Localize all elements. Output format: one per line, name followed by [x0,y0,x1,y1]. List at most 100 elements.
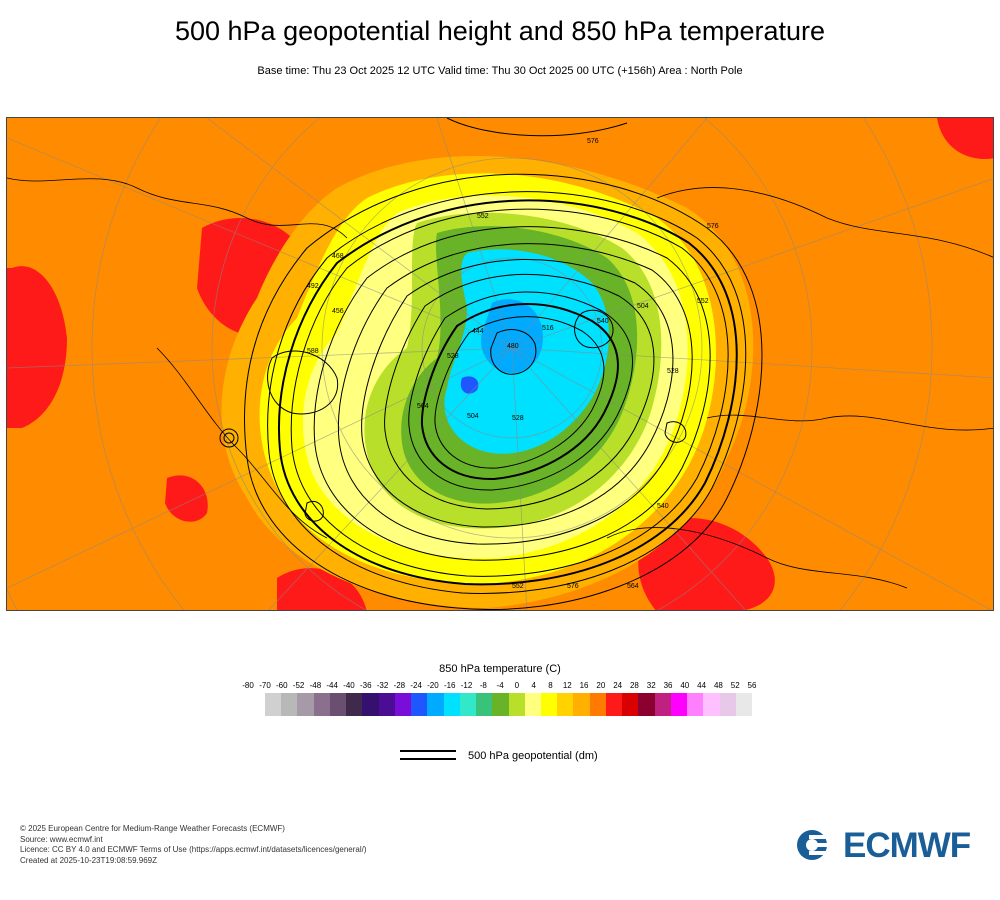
coldest-spot [460,376,479,394]
legend-tick-label: -32 [376,681,389,690]
contour-label: 528 [447,353,459,360]
legend-tick-label: -20 [427,681,439,690]
contour-label: 552 [477,213,489,220]
coldest-core [481,299,543,373]
legend-tick-label: 24 [613,681,623,690]
legend-swatch [476,693,493,716]
legend-swatch [508,693,525,716]
legend-tick-label: 12 [562,681,572,690]
ecmwf-logo-icon [797,830,839,860]
legend-tick-label: 44 [697,681,707,690]
coastlines [7,177,993,589]
contour-label: 468 [332,253,344,260]
forecast-map: 576 552 528 504 480 516 540 564 588 492 468 456 444 5… [6,117,994,611]
chart-title: 500 hPa geopotential height and 850 hPa … [174,16,825,46]
legend-tick-label: -28 [393,681,406,690]
chart-subtitle: Base time: Thu 23 Oct 2025 12 UTC Valid … [257,65,743,77]
created-line: Created at 2025-10-23T19:08:59.969Z [20,855,157,865]
legend-tick-label: 56 [747,681,757,690]
graticule [7,118,993,610]
legend-tick-label: -8 [479,681,487,690]
legend-swatch [719,693,736,716]
legend-swatch [492,693,509,716]
hot-region-farwest [7,266,67,428]
legend-swatch [735,693,753,716]
legend-swatch [443,693,460,716]
geopotential-legend-label: 500 hPa geopotential (dm) [468,750,598,762]
geopotential-line-sample [400,750,456,766]
legend-swatch [605,693,623,716]
legend-tick-label: 32 [646,681,656,690]
legend-tick-label: -40 [343,681,355,690]
contour-label: 528 [667,368,679,375]
legend-tick-label: -36 [359,681,372,690]
legend-swatch [638,693,655,716]
contour-label: 540 [597,318,609,325]
legend-swatch [557,693,574,716]
contour-label: 540 [657,503,669,510]
hot-region-northeast [937,118,993,159]
legend-tick-label: 36 [663,681,673,690]
copyright-line: © 2025 European Centre for Medium-Range … [20,824,285,833]
legend-tick-label: 16 [579,681,589,690]
legend-tick-label: 40 [680,681,690,690]
source-line: Source: www.ecmwf.int [20,834,103,844]
contour-label: 504 [637,303,649,310]
contour-label: 492 [307,283,319,290]
legend-tick-label: 52 [730,681,740,690]
legend-tick-label: -24 [410,681,422,690]
legend-swatch [622,693,639,716]
legend-swatch [394,693,412,716]
legend-tick-label: -16 [443,681,456,690]
temperature-legend-title: 850 hPa temperature (C) [439,663,561,675]
contour-label: 576 [707,223,719,230]
legend-tick-label: -60 [276,681,288,690]
legend-swatch [540,693,558,716]
licence-line: Licence: CC BY 4.0 and ECMWF Terms of Us… [20,845,367,854]
legend-swatch [297,693,314,716]
legend-swatch [589,693,606,716]
legend-swatch [703,693,720,716]
temperature-legend-bar [265,693,753,716]
legend-swatch [313,693,330,716]
legend-swatch [687,693,704,716]
geopotential-contours-bold [278,199,738,586]
legend-swatch [378,693,395,716]
legend-tick-label: 20 [596,681,606,690]
legend-tick-label: -80 [242,681,254,690]
legend-swatch [265,693,282,716]
contour-label: 576 [587,138,599,145]
contour-label: 564 [627,583,639,590]
contour-label: 456 [332,308,344,315]
legend-swatch [573,693,590,716]
legend-tick-label: 48 [713,681,723,690]
legend-swatch [459,693,477,716]
hot-region-south [165,475,208,522]
legend-swatch [346,693,363,716]
legend-swatch [654,693,671,716]
legend-swatch [329,693,347,716]
footer-credits: © 2025 European Centre for Medium-Range … [20,824,367,866]
contour-label: 588 [307,348,319,355]
legend-tick-label: -4 [496,681,504,690]
contour-labels: 576 552 528 504 480 516 540 564 588 492 468 456 444 5… [307,138,719,590]
legend-swatch [281,693,298,716]
contour-label: 504 [467,413,479,420]
geopotential-contours [219,118,763,610]
contour-label: 552 [697,298,709,305]
legend-tick-label: -48 [309,681,322,690]
legend-swatch [670,693,688,716]
legend-tick-label: -52 [292,681,305,690]
hot-region-southeast [638,518,775,610]
legend-tick-label: -44 [326,681,338,690]
legend-tick-label: 28 [629,681,639,690]
legend-tick-label: -12 [460,681,473,690]
contour-label: 564 [417,403,429,410]
contour-label: 516 [542,325,554,332]
contour-label: 552 [512,583,524,590]
legend-swatch [524,693,541,716]
legend-swatch [427,693,444,716]
ecmwf-logo: ECMWF [795,826,985,865]
legend-tick-label: 0 [514,681,520,690]
temperature-legend-ticks: -80 -70 -60 -52 -48 -44 -40 -36 -32 -28 -24 -20 -16-… [240,681,760,693]
